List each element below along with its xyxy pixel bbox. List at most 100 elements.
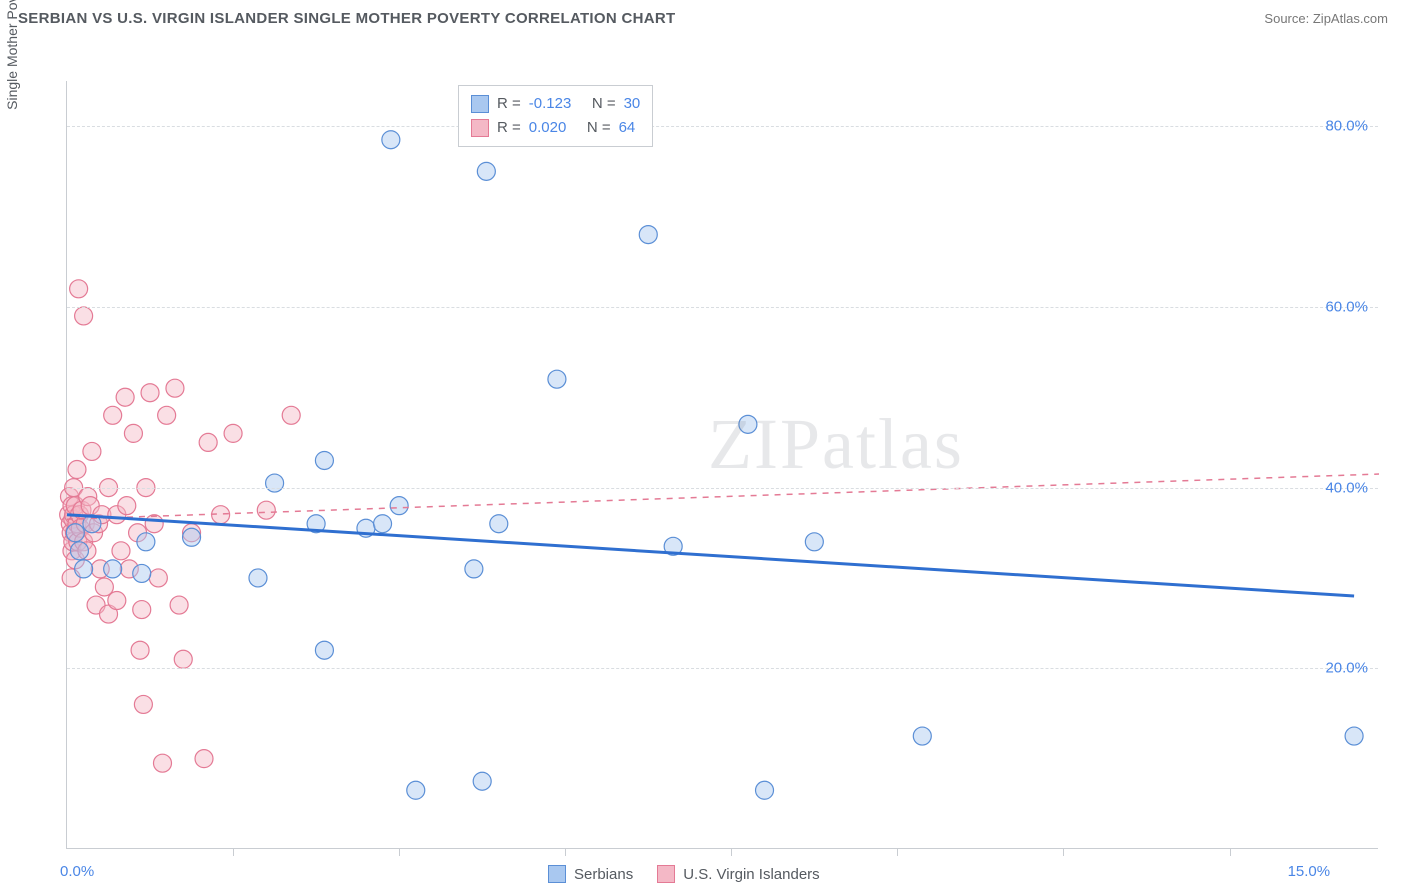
data-point-usvi (282, 406, 300, 424)
source-attribution: Source: ZipAtlas.com (1264, 11, 1388, 26)
data-point-usvi (70, 506, 88, 524)
legend-stat-row-usvi: R = 0.020 N = 64 (471, 116, 640, 140)
data-point-usvi (224, 424, 242, 442)
x-tick (399, 848, 400, 856)
data-point-serbians (756, 781, 774, 799)
data-point-usvi (134, 695, 152, 713)
x-tick (731, 848, 732, 856)
data-point-usvi (71, 519, 89, 537)
data-point-usvi (60, 488, 78, 506)
data-point-usvi (70, 280, 88, 298)
legend-n-label: N = (574, 116, 610, 140)
x-tick (1230, 848, 1231, 856)
chart-header: SERBIAN VS U.S. VIRGIN ISLANDER SINGLE M… (0, 0, 1406, 33)
legend-r-value: -0.123 (529, 92, 572, 116)
data-point-usvi (149, 569, 167, 587)
data-point-serbians (465, 560, 483, 578)
data-point-usvi (166, 379, 184, 397)
legend-swatch-usvi (471, 119, 489, 137)
data-point-serbians (1345, 727, 1363, 745)
data-point-serbians (266, 474, 284, 492)
data-point-usvi (85, 524, 103, 542)
data-point-usvi (141, 384, 159, 402)
legend-swatch-serbians (471, 95, 489, 113)
data-point-usvi (129, 524, 147, 542)
legend-r-label: R = (497, 92, 521, 116)
data-point-usvi (158, 406, 176, 424)
data-point-usvi (83, 442, 101, 460)
data-point-serbians (75, 560, 93, 578)
data-point-serbians (548, 370, 566, 388)
data-point-usvi (112, 542, 130, 560)
x-tick (1063, 848, 1064, 856)
data-point-serbians (473, 772, 491, 790)
data-point-serbians (477, 162, 495, 180)
data-point-usvi (104, 406, 122, 424)
y-tick-label: 40.0% (1325, 479, 1368, 496)
data-point-usvi (90, 515, 108, 533)
source-link[interactable]: ZipAtlas.com (1313, 11, 1388, 26)
data-point-serbians (307, 515, 325, 533)
data-point-serbians (66, 524, 84, 542)
data-point-usvi (62, 524, 80, 542)
data-point-usvi (62, 569, 80, 587)
data-point-serbians (315, 451, 333, 469)
data-point-usvi (63, 542, 81, 560)
data-point-usvi (108, 592, 126, 610)
data-point-usvi (69, 533, 87, 551)
data-point-usvi (78, 542, 96, 560)
legend-n-label: N = (579, 92, 615, 116)
legend-item-usvi[interactable]: U.S. Virgin Islanders (657, 865, 819, 883)
x-tick-label: 0.0% (60, 863, 94, 880)
data-point-usvi (68, 461, 86, 479)
data-point-serbians (639, 226, 657, 244)
legend-n-value: 30 (624, 92, 641, 116)
legend-stat-row-serbians: R = -0.123 N = 30 (471, 92, 640, 116)
data-point-usvi (195, 750, 213, 768)
data-point-usvi (153, 754, 171, 772)
legend-swatch-serbians (548, 865, 566, 883)
gridline-horizontal (67, 126, 1378, 127)
data-point-usvi (66, 497, 84, 515)
y-tick-label: 20.0% (1325, 660, 1368, 677)
legend-item-serbians[interactable]: Serbians (548, 865, 633, 883)
y-axis-label: Single Mother Poverty (4, 0, 20, 110)
legend-r-label: R = (497, 116, 521, 140)
legend-r-value: 0.020 (529, 116, 567, 140)
data-point-usvi (170, 596, 188, 614)
regression-line-usvi (67, 474, 1379, 519)
data-point-usvi (87, 596, 105, 614)
data-point-serbians (664, 537, 682, 555)
data-point-serbians (137, 533, 155, 551)
data-point-usvi (75, 533, 93, 551)
gridline-horizontal (67, 488, 1378, 489)
data-point-usvi (64, 510, 82, 528)
x-tick (565, 848, 566, 856)
data-point-usvi (131, 641, 149, 659)
data-point-serbians (805, 533, 823, 551)
data-point-usvi (108, 506, 126, 524)
data-point-usvi (60, 506, 78, 524)
legend-series: Serbians U.S. Virgin Islanders (548, 865, 820, 883)
legend-label: Serbians (574, 866, 633, 883)
regression-line-serbians (67, 515, 1354, 596)
data-point-usvi (61, 515, 79, 533)
data-point-usvi (257, 501, 275, 519)
data-point-serbians (249, 569, 267, 587)
data-point-usvi (76, 515, 94, 533)
gridline-horizontal (67, 307, 1378, 308)
x-tick (897, 848, 898, 856)
data-point-usvi (65, 524, 83, 542)
legend-n-value: 64 (619, 116, 636, 140)
data-point-usvi (79, 488, 97, 506)
data-point-usvi (145, 515, 163, 533)
data-point-usvi (95, 578, 113, 596)
data-point-usvi (212, 506, 230, 524)
data-point-serbians (133, 564, 151, 582)
data-point-usvi (68, 515, 86, 533)
data-point-serbians (407, 781, 425, 799)
y-tick-label: 80.0% (1325, 118, 1368, 135)
data-point-serbians (490, 515, 508, 533)
x-tick-label: 15.0% (1288, 863, 1331, 880)
data-point-usvi (120, 560, 138, 578)
